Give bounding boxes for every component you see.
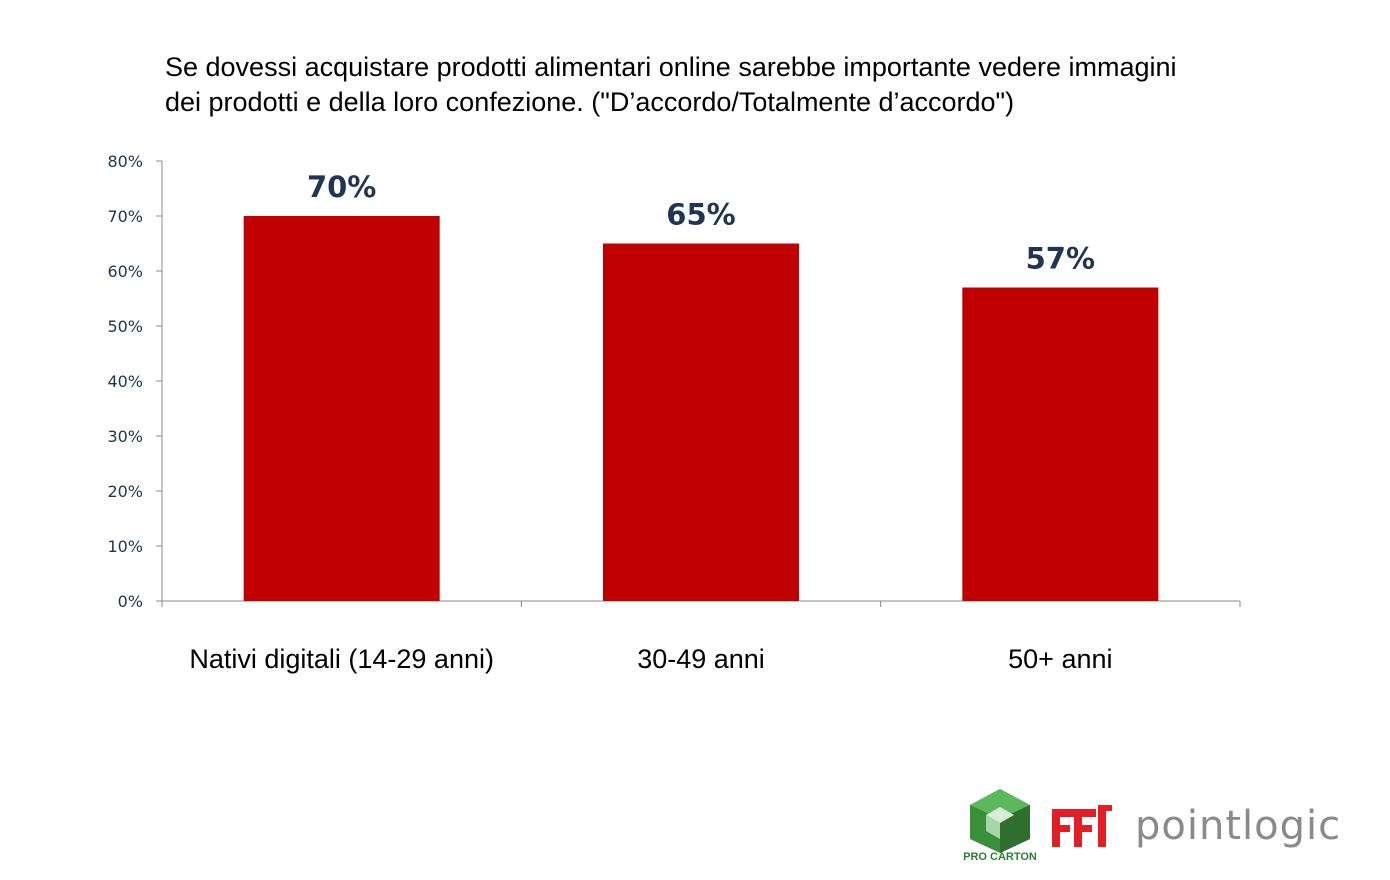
pointlogic-logo: pointlogic (1135, 803, 1342, 849)
bar-chart: 0% 10% 20% 30% 40% 50% 60% 70% 80% 70% Nativi digi… (107, 152, 1241, 674)
bar (962, 287, 1159, 601)
chart-title-line-1: Se dovessi acquistare prodotti alimentar… (165, 52, 1177, 82)
data-label: 57% (1026, 242, 1095, 276)
y-tick-label: 60% (107, 262, 143, 281)
data-label: 70% (307, 170, 376, 204)
y-tick-label: 10% (107, 537, 143, 556)
y-tick-label: 40% (107, 372, 143, 391)
bar (603, 243, 799, 601)
y-tick-label: 50% (107, 317, 143, 336)
category-label: 50+ anni (1008, 644, 1112, 674)
data-label: 65% (666, 198, 735, 232)
y-tick-label: 20% (107, 482, 143, 501)
category-label: 30-49 anni (637, 644, 765, 674)
bar (243, 216, 440, 601)
category-label: Nativi digitali (14-29 anni) (189, 644, 494, 674)
y-tick-label: 30% (107, 427, 143, 446)
chart-title: Se dovessi acquistare prodotti alimentar… (165, 50, 1345, 120)
y-tick-label: 0% (118, 592, 143, 611)
procarton-logo (970, 789, 1030, 853)
chart-title-line-2: dei prodotti e della loro confezione. ("… (165, 87, 1015, 117)
fefco-logo (1052, 805, 1112, 847)
procarton-logo-text: PRO CARTON (963, 851, 1037, 863)
logos: PRO CARTON pointlogic (960, 785, 1340, 875)
y-tick-label: 70% (107, 207, 143, 226)
y-tick-label: 80% (107, 152, 143, 171)
